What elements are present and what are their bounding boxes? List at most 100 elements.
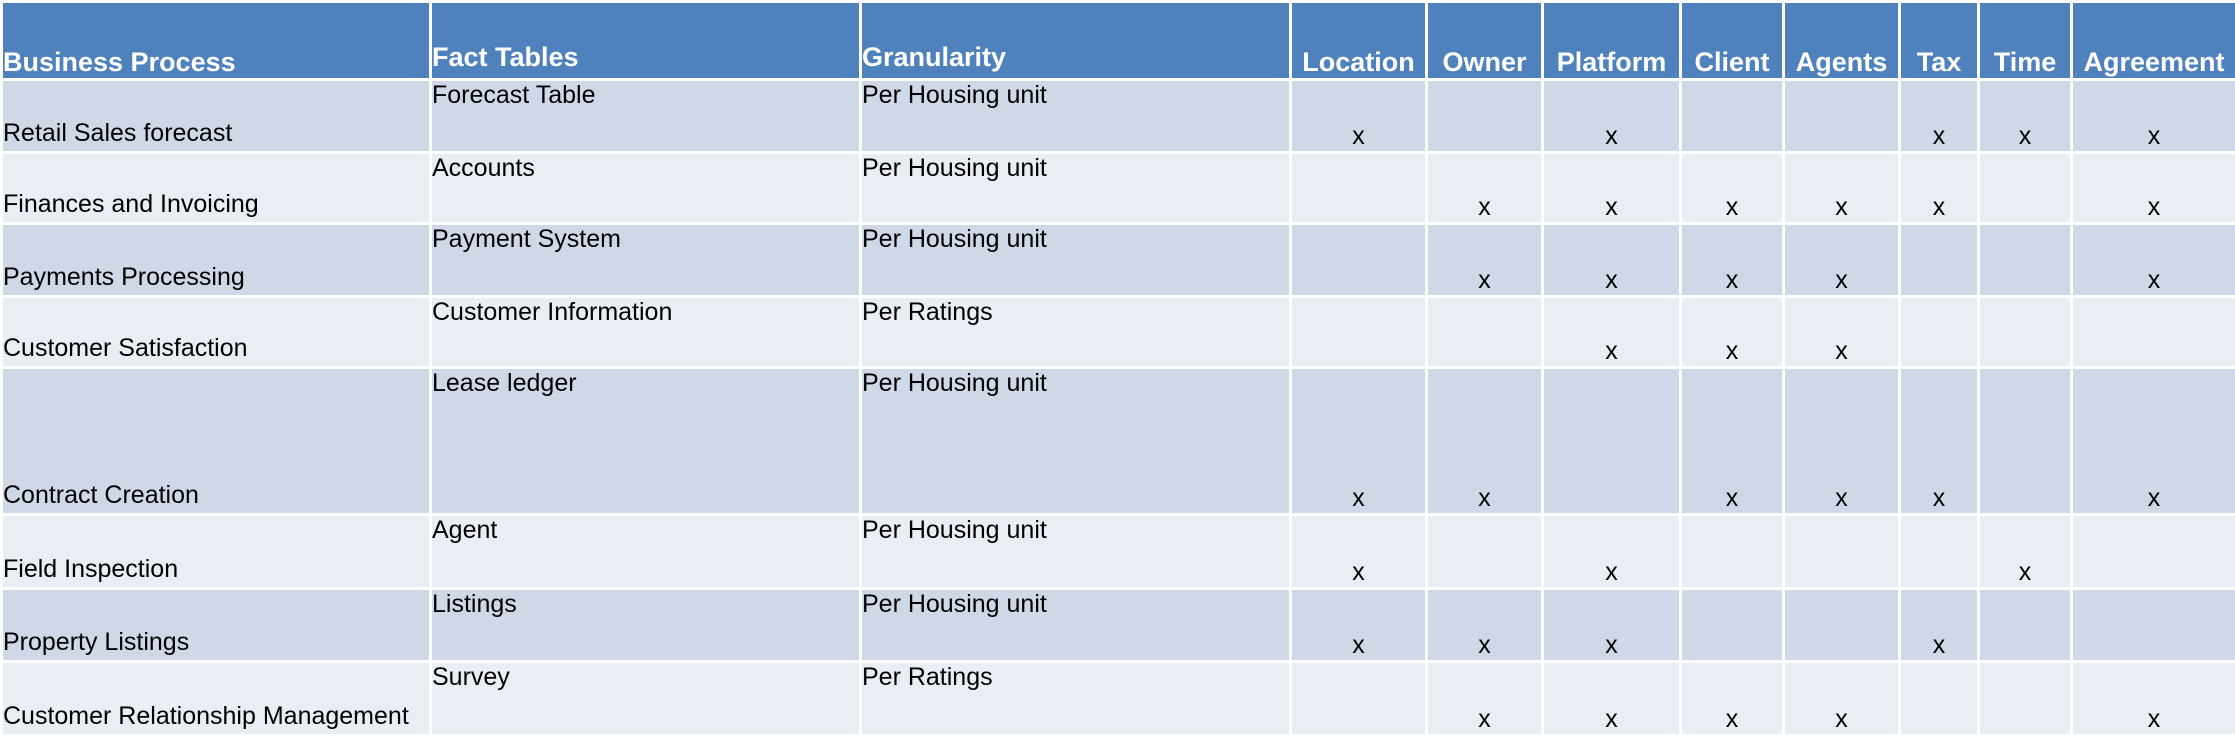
- header-granularity: Granularity: [859, 0, 1292, 81]
- dimension-mark-cell: [1289, 222, 1428, 298]
- dimension-mark-cell: [2070, 295, 2235, 369]
- dimension-mark-cell: x: [1679, 222, 1785, 298]
- granularity-cell: Per Housing unit: [859, 222, 1292, 298]
- fact-table-cell: Lease ledger: [429, 366, 862, 516]
- dimension-mark-cell: x: [1425, 151, 1544, 225]
- dimension-mark-cell: [1289, 151, 1428, 225]
- dimension-mark-cell: [1782, 78, 1901, 154]
- dimension-mark-cell: [1898, 513, 1980, 590]
- dimension-mark-cell: [1977, 295, 2073, 369]
- table-row: Payments Processing Payment System Per Hou…: [0, 222, 2235, 298]
- dimension-mark-cell: x: [1541, 513, 1682, 590]
- fact-table-cell: Listings: [429, 587, 862, 663]
- fact-table-cell: Customer Information: [429, 295, 862, 369]
- granularity-cell: Per Ratings: [859, 295, 1292, 369]
- dimension-mark-cell: x: [1289, 587, 1428, 663]
- business-process-cell: Customer Relationship Management: [0, 660, 432, 737]
- dimension-mark-cell: x: [1898, 366, 1980, 516]
- dimension-mark-cell: [1679, 78, 1785, 154]
- dimension-mark-cell: x: [1425, 587, 1544, 663]
- business-process-cell: Field Inspection: [0, 513, 432, 590]
- dimension-mark-cell: [1782, 513, 1901, 590]
- table-row: Retail Sales forecast Forecast Table Per H…: [0, 78, 2235, 154]
- header-tax: Tax: [1898, 0, 1980, 81]
- table-row: Customer Satisfaction Customer Informatio…: [0, 295, 2235, 369]
- dimension-mark-cell: [1898, 660, 1980, 737]
- dimension-mark-cell: x: [1679, 660, 1785, 737]
- fact-table-cell: Payment System: [429, 222, 862, 298]
- business-process-cell: Customer Satisfaction: [0, 295, 432, 369]
- dimension-mark-cell: x: [1782, 660, 1901, 737]
- granularity-cell: Per Housing unit: [859, 78, 1292, 154]
- header-business-process: Business Process: [0, 0, 432, 81]
- dimension-mark-cell: x: [1541, 660, 1682, 737]
- fact-table-cell: Agent: [429, 513, 862, 590]
- header-row: Business Process Fact Tables Granularity…: [0, 0, 2235, 81]
- business-process-cell: Retail Sales forecast: [0, 78, 432, 154]
- dimension-mark-cell: x: [1679, 366, 1785, 516]
- dimension-mark-cell: x: [1541, 222, 1682, 298]
- header-agreement: Agreement: [2070, 0, 2235, 81]
- dimension-mark-cell: [1425, 295, 1544, 369]
- table-row: Property Listings Listings Per Housing uni…: [0, 587, 2235, 663]
- header-owner: Owner: [1425, 0, 1544, 81]
- dimension-mark-cell: [1977, 222, 2073, 298]
- dimension-mark-cell: [1977, 587, 2073, 663]
- dimension-mark-cell: [1977, 151, 2073, 225]
- header-agents: Agents: [1782, 0, 1901, 81]
- business-process-cell: Payments Processing: [0, 222, 432, 298]
- business-process-cell: Property Listings: [0, 587, 432, 663]
- fact-table-cell: Survey: [429, 660, 862, 737]
- dimension-mark-cell: x: [1289, 366, 1428, 516]
- dimension-mark-cell: [1541, 366, 1682, 516]
- dimension-mark-cell: x: [1977, 78, 2073, 154]
- granularity-cell: Per Housing unit: [859, 151, 1292, 225]
- fact-table-cell: Accounts: [429, 151, 862, 225]
- dimension-mark-cell: x: [1898, 587, 1980, 663]
- matrix-body: Retail Sales forecast Forecast Table Per H…: [0, 78, 2235, 737]
- dimension-mark-cell: [2070, 587, 2235, 663]
- dimension-mark-cell: x: [1541, 295, 1682, 369]
- dimension-mark-cell: [2070, 513, 2235, 590]
- header-fact-tables: Fact Tables: [429, 0, 862, 81]
- dimension-mark-cell: [1977, 660, 2073, 737]
- granularity-cell: Per Housing unit: [859, 366, 1292, 516]
- dimension-mark-cell: x: [1679, 151, 1785, 225]
- dimension-mark-cell: x: [1782, 151, 1901, 225]
- header-location: Location: [1289, 0, 1428, 81]
- granularity-cell: Per Housing unit: [859, 587, 1292, 663]
- header-time: Time: [1977, 0, 2073, 81]
- business-process-cell: Contract Creation: [0, 366, 432, 516]
- dimension-mark-cell: [1679, 587, 1785, 663]
- dimension-mark-cell: [1898, 295, 1980, 369]
- dimension-mark-cell: [1898, 222, 1980, 298]
- dimension-mark-cell: x: [1898, 151, 1980, 225]
- dimension-mark-cell: x: [1541, 151, 1682, 225]
- business-process-cell: Finances and Invoicing: [0, 151, 432, 225]
- table-row: Customer Relationship Management Survey Pe…: [0, 660, 2235, 737]
- dimension-mark-cell: [1289, 660, 1428, 737]
- table-row: Field Inspection Agent Per Housing unit x x x: [0, 513, 2235, 590]
- dimension-mark-cell: x: [1679, 295, 1785, 369]
- dimension-mark-cell: x: [1782, 222, 1901, 298]
- table-row: Contract Creation Lease ledger Per Housing…: [0, 366, 2235, 516]
- dimension-mark-cell: x: [1541, 587, 1682, 663]
- dimension-mark-cell: x: [1898, 78, 1980, 154]
- dimension-mark-cell: [1679, 513, 1785, 590]
- dimension-mark-cell: x: [1541, 78, 1682, 154]
- dimension-mark-cell: x: [2070, 366, 2235, 516]
- header-platform: Platform: [1541, 0, 1682, 81]
- dimension-mark-cell: x: [1425, 660, 1544, 737]
- dimension-mark-cell: x: [1289, 78, 1428, 154]
- header-client: Client: [1679, 0, 1785, 81]
- fact-table-cell: Forecast Table: [429, 78, 862, 154]
- granularity-cell: Per Housing unit: [859, 513, 1292, 590]
- granularity-cell: Per Ratings: [859, 660, 1292, 737]
- dimension-mark-cell: [1977, 366, 2073, 516]
- dimension-mark-cell: x: [1289, 513, 1428, 590]
- dimension-mark-cell: x: [2070, 660, 2235, 737]
- dimension-mark-cell: [1425, 78, 1544, 154]
- dimension-mark-cell: x: [2070, 78, 2235, 154]
- dimension-mark-cell: [1289, 295, 1428, 369]
